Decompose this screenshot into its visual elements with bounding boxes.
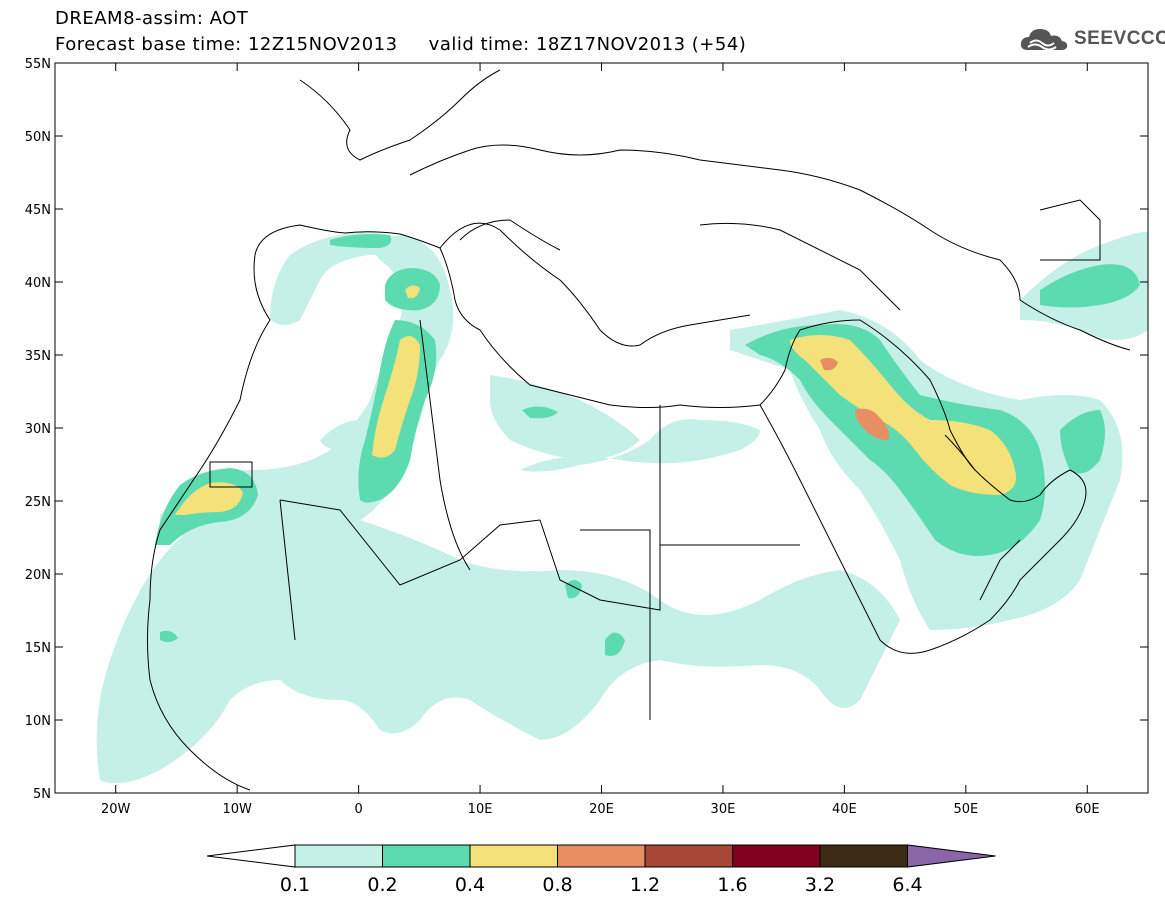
colorbar-label: 0.2 (367, 874, 397, 896)
coastlines-and-borders (147, 69, 1131, 791)
colorbar-box (557, 844, 646, 868)
colorbar-under-arrow (206, 844, 296, 868)
lat-tick-label: 15N (25, 641, 51, 656)
cloud-logo-icon (1020, 29, 1068, 51)
colorbar-box (644, 844, 733, 868)
lat-tick-label: 30N (25, 422, 51, 437)
lon-tick-label: 0 (354, 802, 362, 817)
colorbar-label: 0.8 (542, 874, 572, 896)
lon-tick-label: 10W (222, 802, 252, 817)
colorbar-labels: 0.1 0.2 0.4 0.8 1.2 1.6 3.2 6.4 (280, 874, 923, 896)
colorbar-label: 1.6 (717, 874, 747, 896)
lat-tick-label: 35N (25, 349, 51, 364)
colorbar-label: 0.4 (455, 874, 485, 896)
colorbar-box (294, 844, 383, 868)
aot-level-0.4 (175, 285, 1016, 515)
colorbar-boxes (206, 844, 996, 868)
lon-tick-label: 50E (953, 802, 978, 817)
lat-tick-label: 55N (25, 57, 51, 72)
map-subtitle: Forecast base time: 12Z15NOV2013 valid t… (55, 35, 746, 55)
colorbar-box (382, 844, 471, 868)
longitude-axis: 20W 10W 0 10E 20E 30E 40E 50E 60E (101, 63, 1100, 817)
lon-tick-label: 20E (589, 802, 614, 817)
colorbar-label: 1.2 (630, 874, 660, 896)
lat-tick-label: 10N (25, 714, 51, 729)
lat-tick-label: 20N (25, 568, 51, 583)
colorbar-label: 6.4 (892, 874, 922, 896)
lon-tick-label: 10E (468, 802, 493, 817)
lon-tick-label: 30E (711, 802, 736, 817)
colorbar-box (819, 844, 908, 868)
lat-tick-label: 25N (25, 495, 51, 510)
logo-text: SEEVCCC (1074, 28, 1165, 49)
lat-tick-label: 5N (33, 787, 51, 802)
map-title: DREAM8-assim: AOT (55, 8, 249, 29)
lon-tick-label: 20W (101, 802, 131, 817)
lat-tick-label: 40N (25, 276, 51, 291)
latitude-axis: 55N 50N 45N 40N 35N 30N 25N 20N 15N 10N 5N (25, 57, 1148, 802)
colorbar-label: 0.1 (280, 874, 310, 896)
colorbar-over-arrow (907, 844, 996, 868)
colorbar-box (732, 844, 821, 868)
seevccc-logo: SEEVCCC (1018, 24, 1165, 54)
valid-time-label: valid time: 18Z17NOV2013 (+54) (428, 34, 747, 55)
lon-tick-label: 60E (1075, 802, 1100, 817)
colorbar-label: 3.2 (805, 874, 835, 896)
lon-tick-label: 40E (832, 802, 857, 817)
colorbar-box (469, 844, 558, 868)
base-time-label: Forecast base time: 12Z15NOV2013 (55, 34, 398, 55)
aot-level-0.8 (820, 357, 889, 440)
lat-tick-label: 45N (25, 203, 51, 218)
lat-tick-label: 50N (25, 130, 51, 145)
